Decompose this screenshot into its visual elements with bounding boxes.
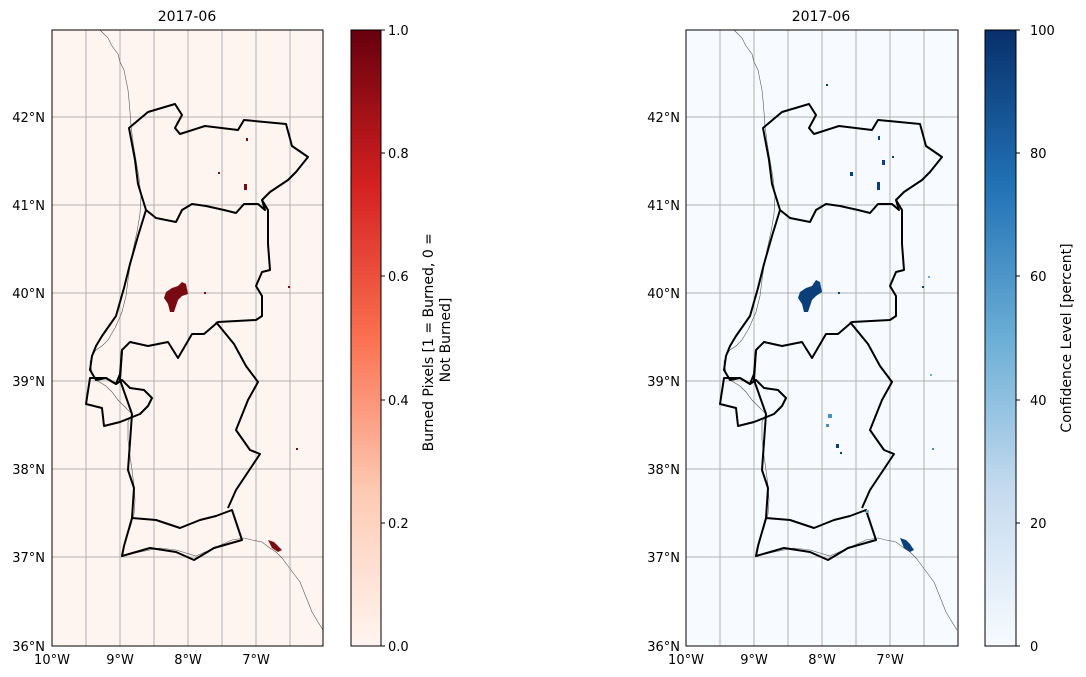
map-frame (51, 29, 324, 647)
lat-tick: 38°N (647, 463, 680, 478)
lon-tick: 9°W (740, 653, 768, 668)
lat-tick: 42°N (647, 111, 680, 126)
district-boundaries (719, 103, 943, 561)
panel-burned: 2017-06 (12, 9, 454, 668)
lat-tick-labels: 36°N 37°N 38°N 39°N 40°N 41°N 42°N (12, 111, 45, 655)
lat-tick: 36°N (647, 640, 680, 655)
lat-tick: 36°N (12, 640, 45, 655)
colorbar-gradient (984, 29, 1017, 647)
colorbar-tick: 0.6 (388, 270, 409, 285)
lon-tick: 7°W (876, 653, 904, 668)
colorbar-tick: 40 (1030, 394, 1047, 409)
panel-confidence: 2017-06 (647, 9, 1075, 668)
confidence-pixels (798, 84, 934, 552)
colorbar-tick: 0.2 (388, 517, 409, 532)
lon-tick: 10°W (34, 653, 70, 668)
colorbar-tick: 0.4 (388, 394, 409, 409)
district-boundaries (85, 103, 309, 561)
colorbar-label: Burned Pixels [1 = Burned, 0 = Not Burne… (421, 229, 454, 452)
gridlines (686, 30, 958, 646)
lat-tick: 37°N (12, 551, 45, 566)
lat-tick: 38°N (12, 463, 45, 478)
colorbar-tick: 0.0 (388, 640, 409, 655)
lat-tick: 37°N (647, 551, 680, 566)
colorbar-tick: 60 (1030, 270, 1047, 285)
colorbar-tick: 0.8 (388, 147, 409, 162)
lon-tick-labels: 10°W 9°W 8°W 7°W (34, 653, 270, 668)
lat-tick-labels: 36°N 37°N 38°N 39°N 40°N 41°N 42°N (647, 111, 680, 655)
panel-title: 2017-06 (158, 9, 217, 25)
lat-tick: 42°N (12, 111, 45, 126)
lon-tick: 7°W (242, 653, 270, 668)
lon-tick: 8°W (174, 653, 202, 668)
colorbar-tick: 0 (1030, 640, 1038, 655)
colorbar-confidence: 0 20 40 60 80 100 Confidence Level [perc… (984, 24, 1075, 655)
map-frame (685, 29, 959, 647)
lon-tick: 10°W (668, 653, 704, 668)
colorbar-label: Confidence Level [percent] (1059, 243, 1075, 432)
panel-title: 2017-06 (792, 9, 851, 25)
colorbar-tick: 1.0 (388, 24, 409, 39)
lon-tick-labels: 10°W 9°W 8°W 7°W (668, 653, 904, 668)
lat-tick: 41°N (12, 199, 45, 214)
colorbar-burned: 0.0 0.2 0.4 0.6 0.8 1.0 Burned Pixels [1… (350, 24, 454, 655)
colorbar-tick: 100 (1030, 24, 1055, 39)
lat-tick: 39°N (647, 375, 680, 390)
lat-tick: 41°N (647, 199, 680, 214)
colorbar-tick: 20 (1030, 517, 1047, 532)
lon-tick: 9°W (106, 653, 134, 668)
lat-tick: 40°N (12, 287, 45, 302)
colorbar-tick: 80 (1030, 147, 1047, 162)
lon-tick: 8°W (808, 653, 836, 668)
lat-tick: 39°N (12, 375, 45, 390)
colorbar-gradient (350, 29, 382, 647)
lat-tick: 40°N (647, 287, 680, 302)
burned-pixels (164, 138, 298, 552)
